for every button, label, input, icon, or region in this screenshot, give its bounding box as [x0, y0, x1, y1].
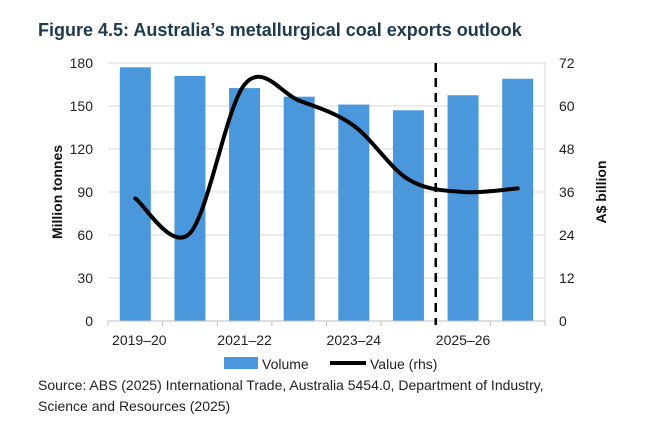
x-tick-label: 2019–20	[112, 332, 167, 348]
source-note-line1: Source: ABS (2025) International Trade, …	[38, 377, 544, 393]
bar-volume-2021–22	[229, 88, 261, 321]
y-right-tick-label: 12	[559, 270, 575, 286]
source-note-line2: Science and Resources (2025)	[38, 398, 231, 414]
bar-volume-2022–23	[283, 96, 315, 321]
bar-volume-2019–20	[119, 67, 151, 321]
bar-volume-2026–27	[502, 78, 534, 322]
x-tick-label: 2023–24	[327, 332, 382, 348]
legend-swatch-volume	[224, 357, 258, 369]
x-tick-label: 2025–26	[436, 332, 491, 348]
chart: 0 30 60 90 120 150 180 0 12 24 36 48 60 72 2019–20 2021…	[49, 55, 609, 372]
y-right-tick-label: 24	[559, 227, 575, 243]
y-axis-title: Million tonnes	[49, 145, 65, 239]
y-right-tick-label: 36	[559, 184, 575, 200]
y-right-tick-label: 48	[559, 141, 575, 157]
bar-volume-2024–25	[392, 110, 424, 321]
bar-volume-2025–26	[447, 95, 479, 321]
y-right-tick-label: 60	[559, 98, 575, 114]
chart-title: Figure 4.5: Australia’s metallurgical co…	[38, 20, 522, 40]
y-right-tick-label: 0	[559, 313, 567, 329]
legend-label-value: Value (rhs)	[370, 356, 437, 372]
y-tick-label: 60	[77, 227, 93, 243]
y-right-tick-label: 72	[559, 55, 575, 71]
y-right-axis-title: A$ billion	[593, 161, 609, 224]
y-tick-label: 180	[70, 55, 94, 71]
line-value	[133, 74, 520, 240]
bar-volume-2020–21	[174, 75, 206, 322]
y-tick-label: 150	[70, 98, 94, 114]
y-tick-label: 0	[85, 313, 93, 329]
y-tick-label: 90	[77, 184, 93, 200]
x-tick-label: 2021–22	[217, 332, 272, 348]
y-tick-label: 30	[77, 270, 93, 286]
bar-volume-2023–24	[338, 104, 370, 321]
legend-label-volume: Volume	[262, 356, 309, 372]
y-tick-label: 120	[70, 141, 94, 157]
